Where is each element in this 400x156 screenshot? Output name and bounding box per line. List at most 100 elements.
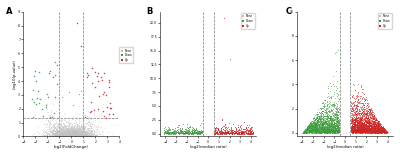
Point	[62, 135, 69, 137]
Point	[333, 120, 340, 122]
Point	[163, 128, 170, 131]
Point	[323, 131, 329, 134]
Point	[324, 115, 331, 118]
Point	[84, 132, 90, 134]
Point	[53, 131, 59, 134]
Point	[311, 128, 318, 130]
Point	[359, 131, 366, 134]
Point	[315, 128, 321, 131]
Point	[302, 128, 308, 130]
Point	[329, 113, 336, 115]
Point	[362, 130, 368, 133]
Point	[78, 135, 84, 138]
Point	[374, 127, 380, 130]
Point	[366, 122, 373, 124]
Point	[226, 130, 232, 133]
Point	[314, 119, 321, 121]
Point	[175, 130, 182, 133]
Point	[360, 129, 366, 132]
Point	[350, 117, 356, 119]
Point	[359, 123, 366, 125]
Point	[236, 132, 243, 135]
Point	[68, 135, 74, 137]
Point	[74, 133, 80, 135]
Point	[368, 122, 374, 125]
Point	[381, 128, 388, 130]
Point	[318, 118, 324, 120]
Point	[60, 132, 66, 135]
Point	[69, 135, 75, 137]
Point	[324, 114, 330, 117]
Point	[326, 131, 332, 133]
Point	[64, 133, 71, 135]
Point	[364, 125, 370, 128]
Point	[75, 132, 82, 134]
Point	[366, 113, 373, 115]
Point	[82, 127, 88, 130]
Point	[214, 131, 220, 134]
Point	[323, 120, 329, 123]
Point	[322, 131, 329, 133]
Point	[63, 134, 70, 137]
Point	[104, 131, 111, 133]
Point	[61, 135, 68, 137]
Point	[369, 125, 376, 128]
Point	[61, 134, 68, 137]
Point	[61, 130, 67, 133]
Point	[358, 130, 365, 133]
Point	[72, 120, 78, 122]
Point	[319, 130, 325, 132]
Point	[374, 120, 381, 122]
Point	[311, 131, 317, 133]
Point	[350, 124, 356, 127]
Point	[80, 135, 86, 138]
Point	[189, 132, 195, 135]
Point	[227, 129, 233, 132]
Point	[55, 131, 62, 134]
Point	[311, 127, 318, 130]
Point	[48, 123, 54, 126]
Point	[356, 129, 363, 132]
Point	[66, 131, 73, 134]
Point	[324, 122, 331, 125]
Point	[375, 122, 382, 124]
Point	[363, 122, 369, 125]
Point	[368, 126, 375, 129]
Point	[56, 135, 63, 137]
Point	[372, 125, 379, 127]
Point	[332, 131, 338, 134]
Point	[356, 126, 363, 129]
Point	[63, 132, 70, 134]
Point	[382, 132, 389, 134]
Point	[78, 113, 85, 116]
Point	[196, 129, 202, 132]
Point	[72, 133, 79, 135]
Point	[316, 115, 322, 117]
Point	[88, 135, 95, 137]
Point	[364, 130, 371, 132]
Point	[332, 130, 338, 132]
Point	[70, 123, 77, 126]
Point	[372, 115, 378, 118]
Point	[356, 131, 363, 133]
Point	[76, 134, 83, 137]
Point	[58, 133, 65, 136]
Point	[305, 131, 312, 133]
Point	[358, 121, 364, 124]
Point	[365, 129, 372, 132]
Point	[79, 128, 85, 131]
Point	[367, 122, 373, 124]
Point	[320, 113, 326, 115]
Point	[62, 135, 68, 137]
Point	[376, 127, 382, 130]
Point	[82, 134, 88, 137]
Point	[368, 131, 375, 133]
Point	[368, 128, 374, 130]
Point	[321, 118, 327, 121]
Point	[350, 129, 356, 132]
Point	[74, 134, 80, 136]
Point	[48, 134, 55, 137]
Point	[60, 134, 67, 136]
Point	[75, 133, 82, 136]
Point	[196, 132, 203, 134]
